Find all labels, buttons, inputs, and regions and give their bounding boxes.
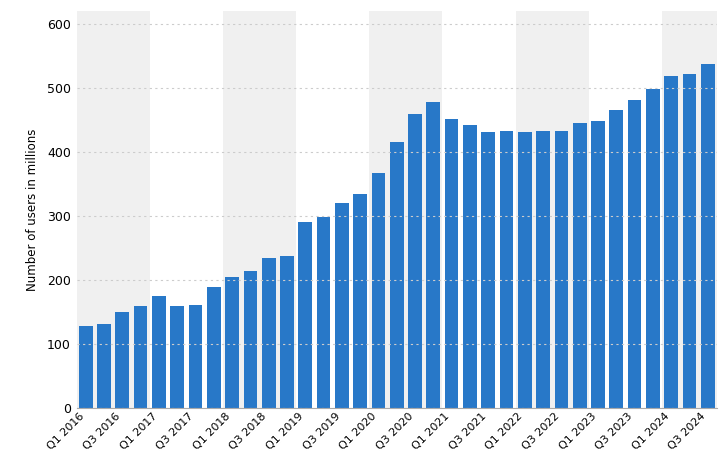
Bar — [701, 64, 715, 408]
Bar — [369, 11, 443, 408]
Bar — [427, 102, 440, 408]
Bar — [591, 121, 605, 408]
Bar — [515, 11, 589, 408]
Bar — [189, 305, 202, 408]
Bar — [499, 131, 513, 408]
Bar — [445, 119, 459, 408]
Bar — [298, 222, 312, 408]
Bar — [628, 100, 641, 408]
Bar — [152, 296, 166, 408]
Bar — [664, 76, 678, 408]
Bar — [317, 218, 331, 408]
Bar — [243, 270, 257, 408]
Bar — [589, 11, 662, 408]
Bar — [371, 173, 385, 408]
Bar — [76, 11, 150, 408]
Bar — [609, 110, 623, 408]
Bar — [390, 142, 403, 408]
Bar — [97, 325, 111, 408]
Bar — [683, 74, 696, 408]
Bar — [134, 306, 148, 408]
Y-axis label: Number of users in millions: Number of users in millions — [25, 129, 39, 291]
Bar — [207, 287, 221, 408]
Bar — [573, 123, 587, 408]
Bar — [555, 131, 569, 408]
Bar — [518, 132, 531, 408]
Bar — [116, 312, 129, 408]
Bar — [408, 114, 422, 408]
Bar — [79, 326, 92, 408]
Bar — [463, 125, 477, 408]
Bar — [223, 11, 296, 408]
Bar — [262, 258, 275, 408]
Bar — [296, 11, 369, 408]
Bar — [335, 203, 349, 408]
Bar — [170, 306, 184, 408]
Bar — [537, 131, 550, 408]
Bar — [662, 11, 717, 408]
Bar — [646, 89, 660, 408]
Bar — [150, 11, 223, 408]
Bar — [225, 277, 239, 408]
Bar — [443, 11, 515, 408]
Bar — [280, 256, 294, 408]
Bar — [353, 194, 367, 408]
Bar — [481, 132, 495, 408]
